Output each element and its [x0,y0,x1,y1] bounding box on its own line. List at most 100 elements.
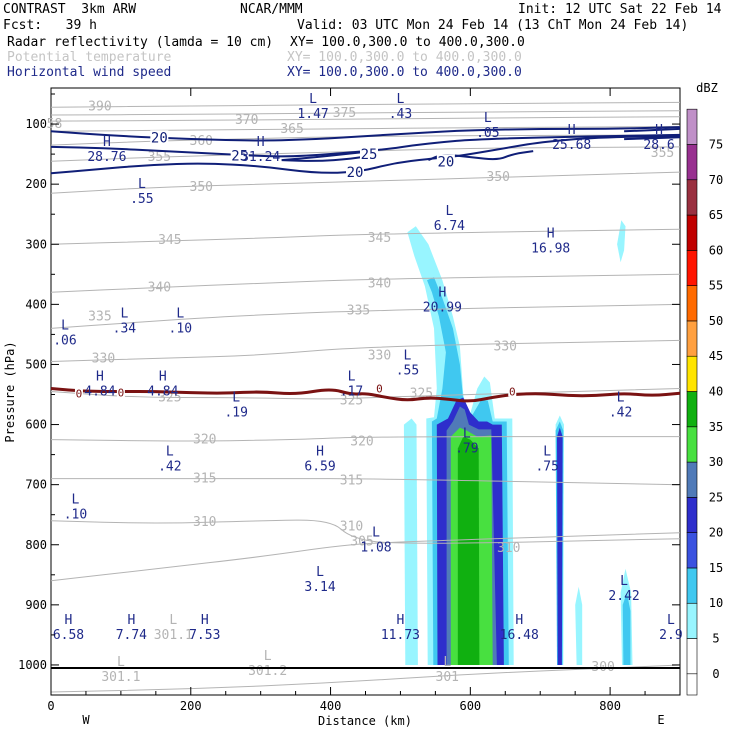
colorbar-label-20: 20 [709,526,723,540]
colorbar-swatch-35 [686,391,698,428]
wind-contour-segment [624,127,681,133]
header-fcst: Fcst: 39 h [3,18,97,33]
theta-contour-360 [50,134,681,146]
extremum-value: 11.73 [381,628,420,643]
colorbar-swatch-15 [686,532,698,569]
extremum-L-marker: L [443,655,451,670]
x-axis-title: Distance (km) [318,714,412,728]
wind-contours: 20 25 20 25 20 [50,126,681,181]
theta-label-390: 390 [88,100,111,115]
extremum-value: 301.1 [154,628,193,643]
extremum-L-marker: L [484,111,492,126]
extremum-value: .55 [396,363,419,378]
theta-label-315: 315 [193,472,216,487]
extremum-H-marker: H [547,226,555,241]
theta-label-310: 310 [193,515,216,530]
theta-contour-355 [50,146,681,162]
colorbar-label-55: 55 [709,279,723,293]
extremum-value: 1.47 [297,107,328,122]
colorbar-swatch-20 [686,497,698,533]
y-tick-label: 300 [25,237,47,251]
y-tick-label: 800 [25,538,47,552]
extremum-value: .43 [389,107,412,122]
theta-label-345: 345 [368,231,391,246]
wind-label-bg [230,148,249,163]
extremum-value: 31.24 [241,150,280,165]
extremum-L-marker: L [316,565,324,580]
header-model: CONTRAST 3km ARW [3,2,137,17]
extremum-H-marker: H [397,613,405,628]
extremum-value: 2.9 [659,628,682,643]
colorbar-swatch-70 [686,144,698,181]
zero-label-bg [375,383,384,394]
theta-label-330: 330 [368,348,391,363]
colorbar-swatch-60 [686,214,698,251]
theta-label-330: 330 [92,351,115,366]
extremum-L-marker: L [166,445,174,460]
extremum-value: 28.76 [87,150,126,165]
reflectivity-5-dbz-area [575,586,583,665]
colorbar-swatch-45 [686,320,698,357]
extremum-H-marker: H [655,123,663,138]
wind-contour-20 [50,135,681,175]
extremum-H-marker: H [438,285,446,300]
colorbar-label-75: 75 [709,137,723,151]
header-init: Init: 12 UTC Sat 22 Feb 14 [518,2,722,17]
theta-label-320: 320 [193,433,216,448]
extremum-value: .10 [169,321,192,336]
extremum-L-marker: L [264,649,272,664]
field-theta-xy: XY= 100.0,300.0 to 400.0,300.0 [287,50,522,65]
x-tick-label: 200 [180,699,202,713]
extremum-L-marker: L [169,613,177,628]
theta-label-355: 355 [651,146,674,161]
colorbar-label-45: 45 [709,349,723,363]
reflectivity-10-dbz-area [622,592,631,665]
theta-label-365: 365 [280,122,303,137]
reflectivity-35-dbz-area [457,436,480,665]
extremum-L-marker: L [372,526,380,541]
theta-contour-340 [50,273,681,293]
extremum-value: 6.74 [434,219,465,234]
theta-contour-345 [50,228,681,245]
extremum-value: .05 [476,126,499,141]
theta-label-360: 360 [190,134,213,149]
wind-label-bg [346,165,365,180]
extremum-value: 7.74 [116,628,147,643]
theta-contour-320 [50,436,680,442]
theta-label-330: 330 [494,339,517,354]
extremum-L-marker: L [117,655,125,670]
colorbar-label-0: 0 [712,667,719,681]
zero-label: 0 [509,386,516,399]
extremum-H-marker: H [65,613,73,628]
theta-label-315: 315 [340,473,363,488]
theta-contour-330 [50,339,681,362]
extremum-L-marker: L [309,92,317,107]
extremum-value: 301 [436,670,459,685]
zero-label-bg [116,387,125,398]
field-reflectivity-label: Radar reflectivity (lamda = 10 cm) [7,35,274,50]
extremum-L-marker: L [543,445,551,460]
theta-label-340: 340 [368,276,391,291]
y-tick-label: 600 [25,418,47,432]
colorbar-swatch-75 [686,108,698,145]
theta-label-345: 345 [158,233,181,248]
extremum-H-marker: H [257,135,265,150]
extremum-H-marker: H [201,613,209,628]
colorbar-label-35: 35 [709,420,723,434]
extremum-value: 301.2 [248,664,287,679]
colorbar-label-40: 40 [709,385,723,399]
extremum-value: .42 [158,460,181,475]
zero-label-bg [74,388,83,399]
y-tick-label: 200 [25,177,47,191]
extremum-L-marker: L [232,391,240,406]
colorbar-label-60: 60 [709,243,723,257]
colorbar-swatch-10 [686,567,698,604]
colorbar-label-5: 5 [712,632,719,646]
wind-label-25: 25 [231,148,248,164]
field-reflectivity-xy: XY= 100.0,300.0 to 400.0,300.0 [290,35,525,50]
theta-label-320: 320 [350,434,373,449]
y-tick-label: 700 [25,478,47,492]
extremum-L-marker: L [348,369,356,384]
east-label: E [657,713,664,727]
